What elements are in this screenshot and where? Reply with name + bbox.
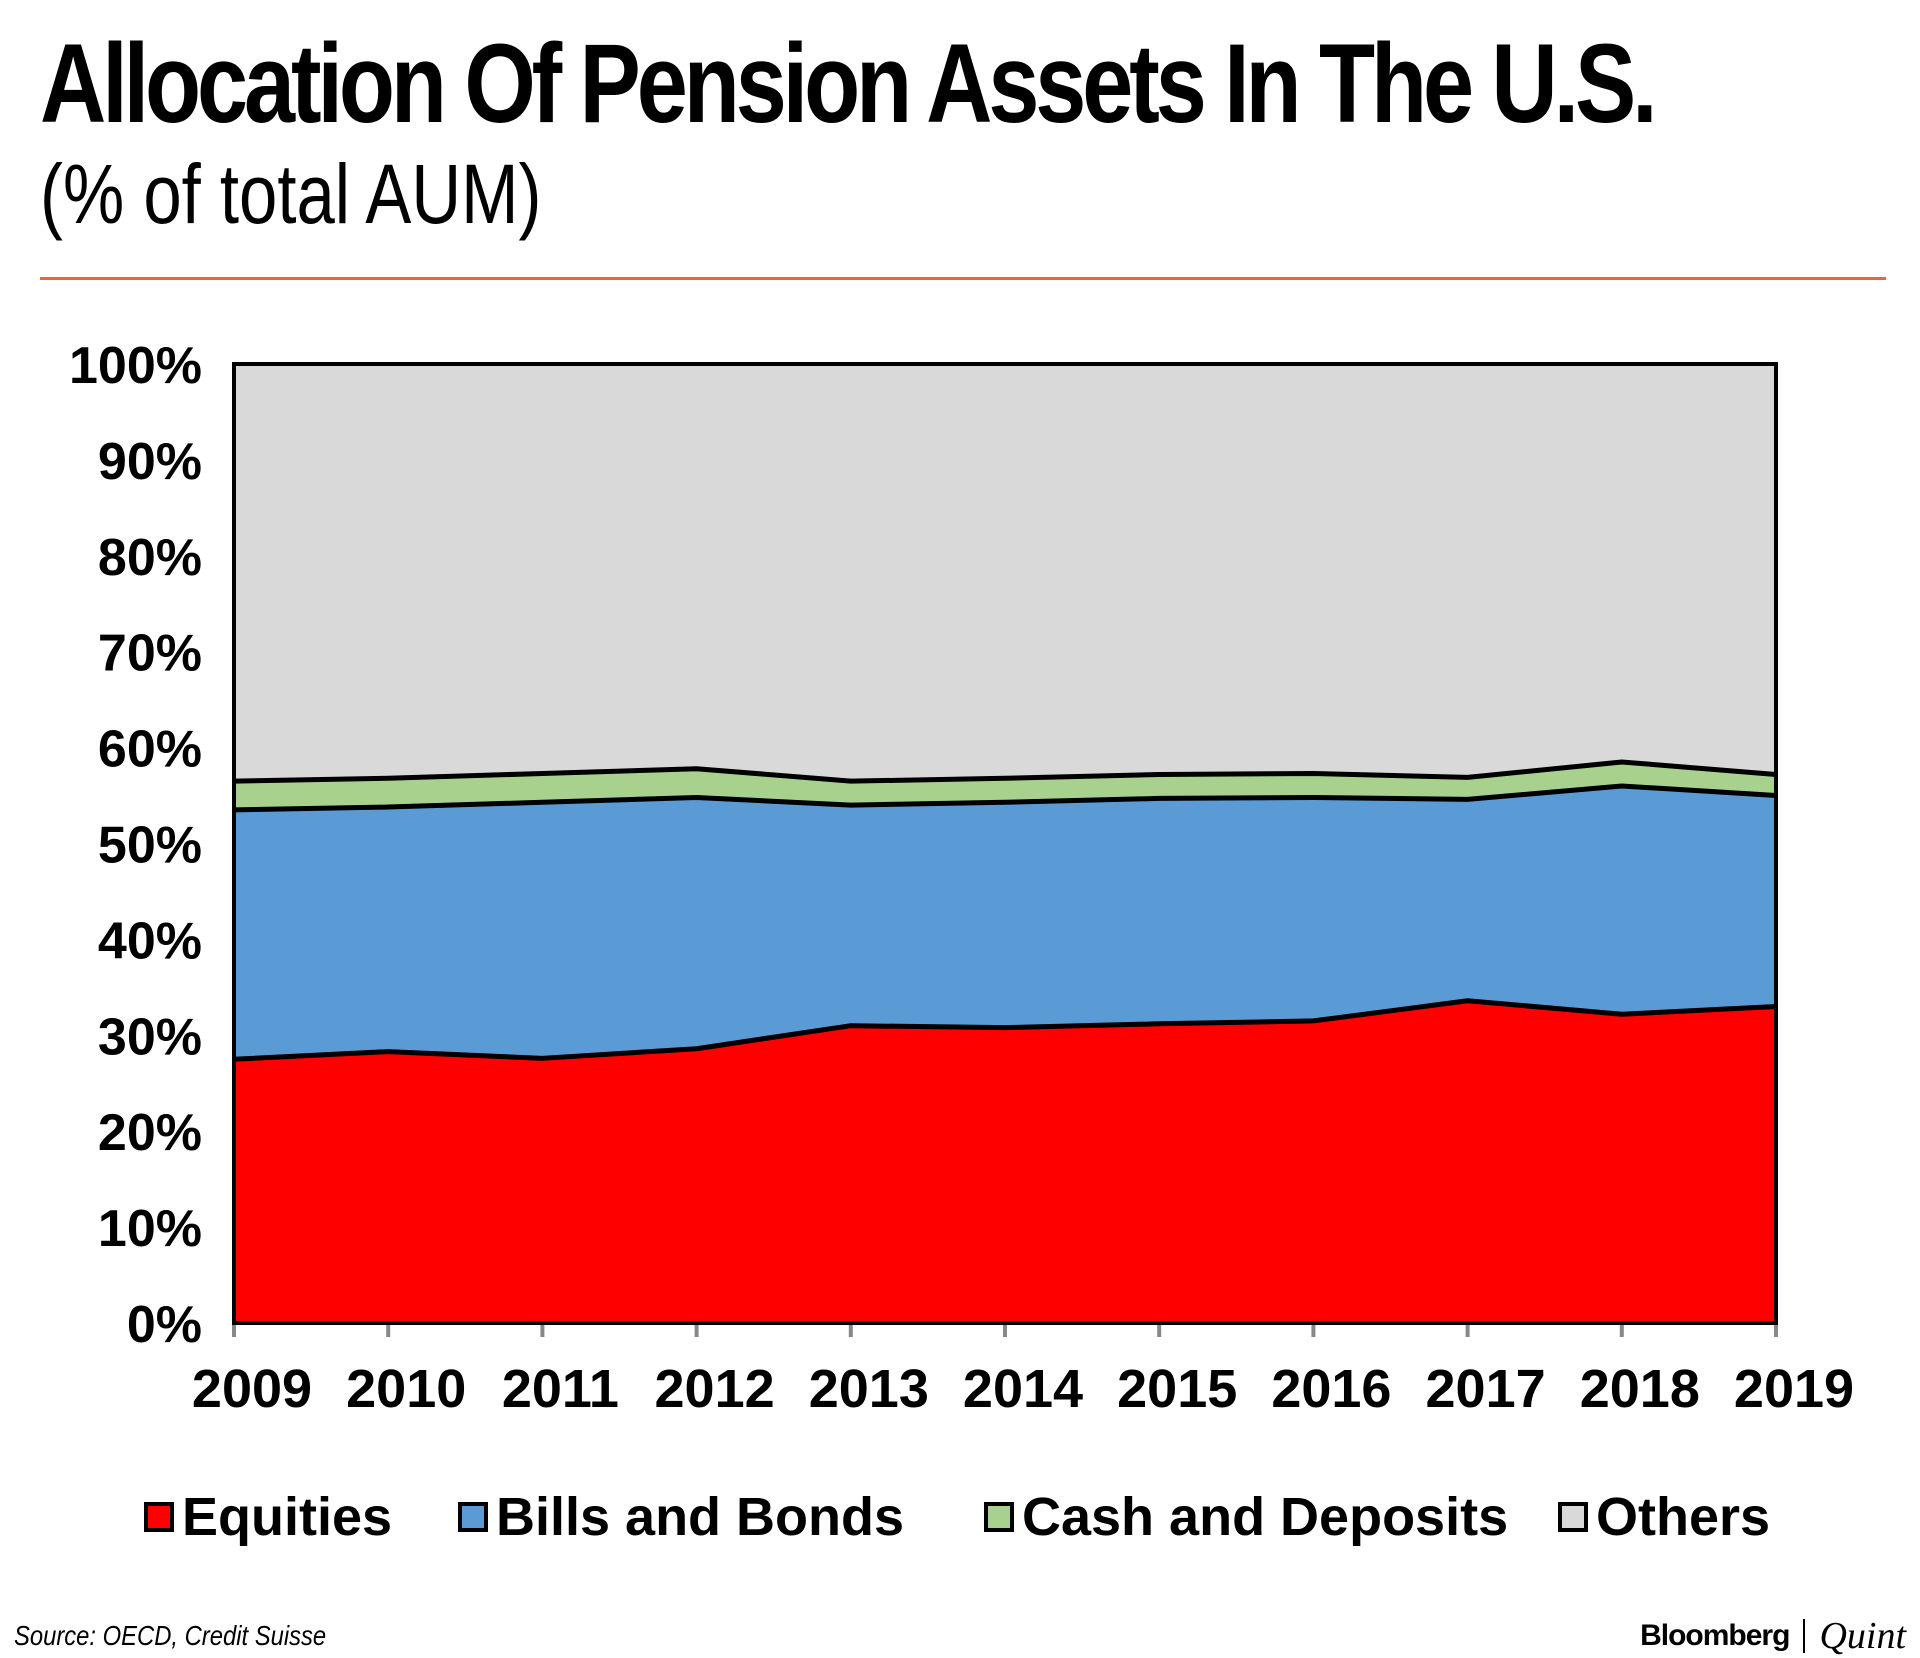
legend-item-equities: Equities xyxy=(144,1490,392,1544)
x-tick-label: 2011 xyxy=(502,1359,619,1419)
area-layer xyxy=(234,364,1776,1323)
y-tick-label: 80% xyxy=(98,529,202,587)
plot-frame xyxy=(232,362,1778,1325)
y-axis: 0% 10% 20% 30% 40% 50% 60% 70% 80% 90% 100% xyxy=(69,337,202,1354)
x-tick-label: 2016 xyxy=(1271,1359,1391,1419)
legend-swatch-cash-deposits xyxy=(984,1502,1014,1532)
chart-title: Allocation Of Pension Assets In The U.S. xyxy=(40,21,1658,146)
brand-logo: Bloomberg Quint xyxy=(1640,1614,1906,1658)
legend-item-bills-bonds: Bills and Bonds xyxy=(458,1490,904,1544)
y-tick-label: 60% xyxy=(98,721,202,779)
area-bills-and-bonds xyxy=(234,785,1776,1060)
x-tick-label: 2015 xyxy=(1117,1359,1237,1419)
x-tick-label: 2010 xyxy=(346,1359,466,1419)
stacked-area-chart: 0%10%20%30%40%50%60%70%80%90%100% 2009 20… xyxy=(69,337,1854,1419)
legend-item-others: Others xyxy=(1558,1490,1770,1544)
brand-separator xyxy=(1803,1619,1806,1653)
legend-item-cash-deposits: Cash and Deposits xyxy=(984,1490,1508,1544)
brand-bloomberg: Bloomberg xyxy=(1640,1619,1790,1652)
legend: Equities Bills and Bonds Cash and Deposi… xyxy=(0,1490,1920,1560)
y-tick-label: 10% xyxy=(98,1200,202,1258)
x-tick-label: 2012 xyxy=(655,1359,775,1419)
y-tick-label: 0% xyxy=(127,1296,202,1354)
boundary-line-cash-and-deposits xyxy=(233,759,1777,784)
y-tick-label: 50% xyxy=(98,817,202,875)
legend-label-others: Others xyxy=(1596,1487,1771,1547)
legend-swatch-bills-bonds xyxy=(458,1502,488,1532)
boundary-lines xyxy=(233,759,1777,1062)
y-tick-label: 40% xyxy=(98,912,202,970)
y-tick-label: 70% xyxy=(98,625,202,683)
legend-swatch-others xyxy=(1558,1502,1588,1532)
x-tick-label: 2017 xyxy=(1426,1359,1546,1419)
x-tick-label: 2009 xyxy=(192,1359,312,1419)
y-tick-label: 30% xyxy=(98,1008,202,1066)
source-note: Source: OECD, Credit Suisse xyxy=(14,1620,327,1651)
area-equities xyxy=(234,1000,1776,1323)
x-tick-label: 2014 xyxy=(963,1359,1083,1419)
legend-label-equities: Equities xyxy=(182,1487,393,1547)
y-tick-label: 100% xyxy=(69,337,202,395)
y-tick-label: 20% xyxy=(98,1104,202,1162)
brand-quint: Quint xyxy=(1819,1615,1906,1657)
x-tick-label: 2018 xyxy=(1580,1359,1700,1419)
chart-subtitle: (% of total AUM) xyxy=(40,147,542,241)
legend-label-bills-bonds: Bills and Bonds xyxy=(496,1487,905,1547)
x-tick-label: 2019 xyxy=(1734,1359,1854,1419)
legend-swatch-equities xyxy=(144,1502,174,1532)
area-others xyxy=(234,364,1776,782)
x-tick-label: 2013 xyxy=(809,1359,929,1419)
y-tick-label: 90% xyxy=(98,433,202,491)
legend-label-cash-deposits: Cash and Deposits xyxy=(1022,1487,1509,1547)
x-axis: 2009 2010 2011 2012 2013 2014 2015 2016 2017 2018… xyxy=(192,1321,1854,1419)
boundary-line-equities xyxy=(233,998,1777,1062)
title-divider xyxy=(40,277,1886,280)
boundary-line-bills-and-bonds xyxy=(233,783,1777,813)
